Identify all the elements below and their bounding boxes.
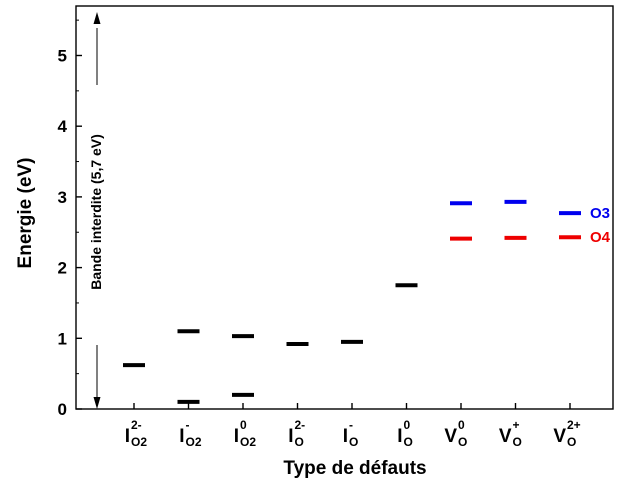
category-base: I xyxy=(234,426,239,447)
y-tick-label: 4 xyxy=(58,117,68,136)
category-site: O xyxy=(458,435,467,449)
band-gap-annotation: Bande interdite (5,7 eV) xyxy=(88,12,104,409)
x-tick-label: I2- O xyxy=(288,418,305,449)
category-site: O2 xyxy=(240,435,256,449)
y-tick-label: 1 xyxy=(58,329,67,348)
y-tick-label: 0 xyxy=(58,400,67,419)
band-gap-arrowhead-bottom xyxy=(93,397,101,409)
plot-border xyxy=(75,5,614,410)
category-base: I xyxy=(288,426,293,447)
category-charge: 0 xyxy=(240,418,247,432)
category-base: I xyxy=(397,426,402,447)
data-marks xyxy=(123,199,581,404)
category-charge: 2- xyxy=(295,418,306,432)
category-base: I xyxy=(125,426,130,447)
x-tick-label: V0 O xyxy=(444,418,467,449)
category-charge: - xyxy=(186,418,190,432)
x-tick-label: V+ O xyxy=(499,418,522,449)
category-base: V xyxy=(499,426,512,447)
y-axis-title: Energie (eV) xyxy=(15,158,36,269)
band-gap-label: Bande interdite (5,7 eV) xyxy=(88,134,104,290)
category-charge: 0 xyxy=(404,418,411,432)
category-site: O2 xyxy=(186,435,202,449)
category-site: O xyxy=(404,435,413,449)
y-axis: 0 1 2 3 4 5 xyxy=(58,19,82,419)
y-tick-label: 5 xyxy=(58,46,67,65)
category-charge: - xyxy=(349,418,353,432)
x-tick-label: I- O2 xyxy=(179,418,202,449)
x-tick-label: I0 O2 xyxy=(234,418,257,449)
band-gap-arrowhead-top xyxy=(93,12,101,24)
category-base: V xyxy=(444,426,457,447)
y-tick-label: 2 xyxy=(58,259,67,278)
x-tick-label: I- O xyxy=(343,418,359,449)
category-charge: 2+ xyxy=(567,418,581,432)
category-site: O xyxy=(513,435,522,449)
category-site: O2 xyxy=(131,435,147,449)
category-site: O xyxy=(567,435,576,449)
x-axis-title: Type de défauts xyxy=(283,458,426,479)
x-tick-label: I0 O xyxy=(397,418,413,449)
y-tick-label: 3 xyxy=(58,188,67,207)
category-charge: 2- xyxy=(131,418,142,432)
category-base: I xyxy=(179,426,184,447)
x-tick-label: I2- O2 xyxy=(125,418,148,449)
category-charge: + xyxy=(513,418,520,432)
category-base: I xyxy=(343,426,348,447)
plot-frame xyxy=(75,5,614,410)
category-site: O xyxy=(349,435,358,449)
category-site: O xyxy=(295,435,304,449)
series-label: O3 xyxy=(590,205,610,222)
x-tick-label: V2+ O xyxy=(553,418,580,449)
series-label: O4 xyxy=(590,229,611,246)
category-charge: 0 xyxy=(458,418,465,432)
category-base: V xyxy=(553,426,566,447)
